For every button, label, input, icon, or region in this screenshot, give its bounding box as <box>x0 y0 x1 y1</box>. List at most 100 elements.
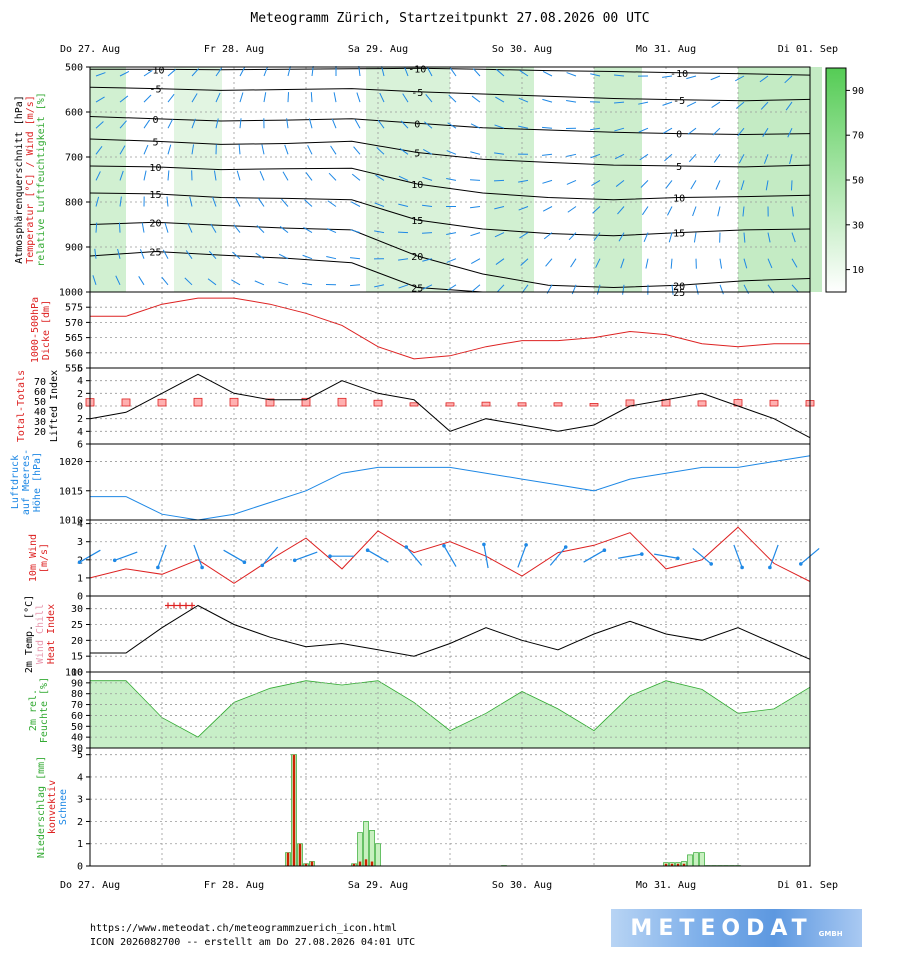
wind-barb <box>327 200 337 207</box>
wind-direction-arrow <box>294 551 318 561</box>
wind-barb <box>422 176 433 181</box>
footer-url[interactable]: https://www.meteodat.ch/meteogrammzueric… <box>90 923 397 934</box>
wind-barb <box>119 120 127 129</box>
wind-barb <box>255 252 265 260</box>
wind-barb <box>493 179 505 182</box>
wind-barb <box>449 67 457 77</box>
precip-convective-bar <box>664 863 668 866</box>
wind-barb <box>207 278 217 286</box>
isotherm-label: 10 <box>411 180 423 191</box>
wind-barb <box>639 153 649 161</box>
isotherm-label: -10 <box>670 69 688 80</box>
wind-barb <box>233 224 241 233</box>
precip-convective-bar <box>298 843 302 866</box>
y-tick-label: 0 <box>77 402 83 413</box>
wind-barb <box>326 228 337 234</box>
wind-barb <box>374 202 385 207</box>
wind-barb <box>791 284 799 293</box>
precip-convective-bar <box>286 852 290 866</box>
wind-barb <box>717 206 721 217</box>
precip-total-bar <box>369 830 375 867</box>
y-axis-label: Höhe [hPa] <box>32 452 43 512</box>
wind-barb <box>787 127 793 138</box>
lifted-index-line <box>89 373 811 439</box>
wind-barb <box>470 232 481 237</box>
wind-barb <box>212 196 217 207</box>
logo-name: METEODAT <box>630 915 813 941</box>
wind-barb <box>495 258 505 265</box>
isotherm-label: 15 <box>411 216 423 227</box>
wind-barb <box>545 258 553 267</box>
wind-barb <box>374 284 385 288</box>
wind-barb <box>615 180 625 187</box>
wind-barb <box>95 222 98 233</box>
wind-barb <box>448 94 457 103</box>
wind-barb <box>191 118 196 129</box>
total-totals-bar <box>409 402 419 407</box>
wind-barb <box>284 144 289 155</box>
wind-barb <box>261 144 265 155</box>
y-tick-label: 2 <box>77 817 83 828</box>
plot-layer: Do 27. Aug Do 27. Aug Fr 28. Aug Fr 28. Aug… <box>10 44 864 891</box>
wind-barb <box>472 284 481 292</box>
wind-barb <box>519 232 529 239</box>
isotherm-line <box>89 116 811 136</box>
isotherm-label: 0 <box>414 119 420 130</box>
wind-barb <box>541 126 553 129</box>
day-label-bottom: So 30. Aug <box>492 880 552 891</box>
tt-tick-label: 50 <box>34 397 46 408</box>
y-axis-label: Niederschlag [mm] <box>36 756 47 858</box>
total-totals-bar <box>373 399 383 407</box>
wind-arrow-head <box>77 560 82 564</box>
wind-barb <box>595 258 601 268</box>
wind-barb <box>421 232 433 234</box>
wind-direction-arrow <box>549 546 567 566</box>
panel-frame <box>89 747 811 867</box>
wind-barb <box>590 153 601 159</box>
wind-barb <box>518 97 529 103</box>
wind-direction-arrow <box>114 551 138 561</box>
wind-barb <box>542 98 553 103</box>
wind-direction-arrow <box>157 544 167 568</box>
wind-barb <box>115 275 121 286</box>
y-tick-label: 6 <box>77 364 83 375</box>
wind-barb <box>397 231 409 234</box>
isotherm-line <box>90 67 811 76</box>
y-tick-label: 1020 <box>59 457 83 468</box>
wind-barb <box>354 119 361 129</box>
wind-barb <box>469 179 481 181</box>
wind-direction-arrow <box>193 544 203 568</box>
wind-barb <box>592 206 601 214</box>
y-axis-label: Wind Chill <box>35 604 46 664</box>
wind-barb <box>640 180 649 188</box>
wind-direction-arrow <box>583 549 605 563</box>
y-axis-label: Feuchte [%] <box>39 677 50 743</box>
isotherm-label: 10 <box>673 194 685 205</box>
wind-barb <box>95 171 101 181</box>
y-axis-label: Dicke [dm] <box>41 300 52 360</box>
wind-barb <box>471 95 481 103</box>
colorbar-tick-label: 90 <box>852 86 864 97</box>
wind-barb <box>356 92 361 103</box>
wind-barb <box>95 196 100 207</box>
wind-barb <box>566 72 577 77</box>
wind-arrow-head <box>563 545 568 549</box>
y-axis-label: 10m Wind <box>28 534 39 582</box>
wind-barb <box>398 284 409 289</box>
wind-barb <box>542 179 553 184</box>
wind-direction-arrow <box>443 545 457 567</box>
wind-barb <box>641 206 649 216</box>
wind-barb <box>693 232 697 243</box>
thickness-line <box>90 297 810 360</box>
wind-barb <box>446 232 457 235</box>
wind-barb <box>304 199 313 207</box>
wind-barb <box>161 276 169 286</box>
wind-barb <box>662 75 673 78</box>
wind-direction-arrow <box>692 548 712 565</box>
total-totals-bar <box>301 397 311 407</box>
wind-barb <box>643 232 649 243</box>
y-tick-label: 40 <box>71 733 83 744</box>
wind-barb <box>282 171 289 181</box>
wind-barb <box>614 127 625 132</box>
wind-barb <box>254 280 265 286</box>
